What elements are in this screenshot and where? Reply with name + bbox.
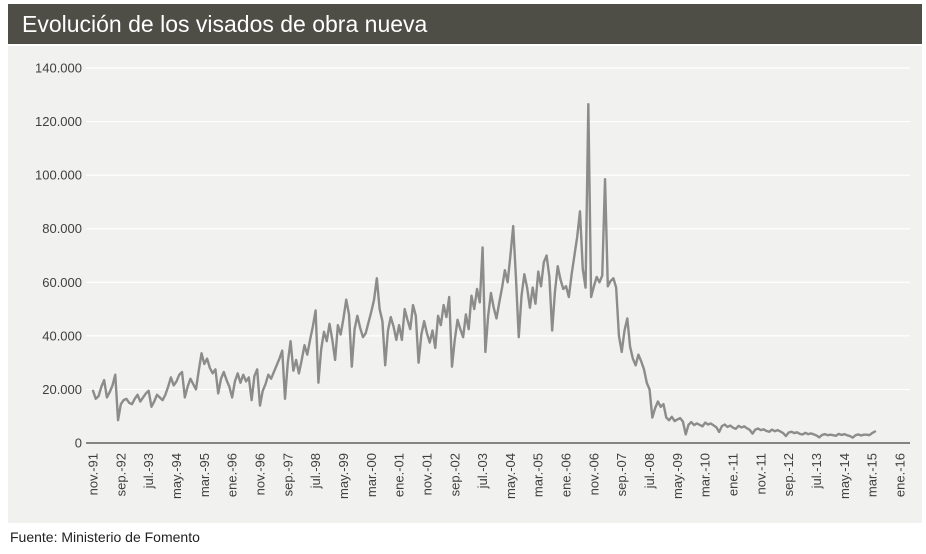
y-axis-tick-label: 100.000 <box>35 168 82 183</box>
x-axis-tick-label: sep.-02 <box>447 453 462 496</box>
x-axis-tick-label: sep.-07 <box>614 453 629 496</box>
y-axis-tick-label: 120.000 <box>35 114 82 129</box>
x-axis-tick-label: may.-99 <box>336 453 351 499</box>
source-note: Fuente: Ministerio de Fomento <box>10 529 200 545</box>
x-axis-tick-label: may.-14 <box>837 453 852 499</box>
x-axis-tick-label: ene.-11 <box>726 453 741 496</box>
x-axis-tick-label: may.-94 <box>169 453 184 499</box>
x-axis-tick-label: ene.-01 <box>392 453 407 497</box>
x-axis-tick-label: nov.-96 <box>252 453 267 495</box>
x-axis-tick-label: jul.-13 <box>809 453 824 489</box>
x-axis-tick-label: nov.-06 <box>586 453 601 495</box>
x-axis-tick-label: may.-09 <box>670 453 685 499</box>
plot-panel: 0 20.000 40.000 60.000 80.000 100.000 120.000 1… <box>8 46 922 523</box>
x-axis-tick-label: nov.-11 <box>753 453 768 494</box>
x-axis-tick-label: sep.-92 <box>113 453 128 496</box>
y-axis-tick-label: 20.000 <box>42 382 82 397</box>
y-axis-tick-label: 80.000 <box>42 221 82 236</box>
x-axis-tick-label: sep.-97 <box>280 453 295 496</box>
x-axis-tick-label: sep.-12 <box>781 453 796 496</box>
x-axis-tick-label: ene.-16 <box>893 453 908 497</box>
chart-title-bar: Evolución de los visados de obra nueva <box>8 4 922 44</box>
x-axis-tick-label: may.-04 <box>503 453 518 499</box>
data-series-line <box>91 102 877 439</box>
x-axis-tick-label: mar.-00 <box>364 453 379 497</box>
x-axis-tick-label: mar.-95 <box>197 453 212 497</box>
x-axis-tick-label: jul.-93 <box>141 453 156 489</box>
x-axis-tick-label: ene.-06 <box>559 453 574 497</box>
x-axis-tick-label: mar.-15 <box>865 453 880 497</box>
x-axis-tick-label: jul.-98 <box>308 453 323 489</box>
y-axis-tick-label: 60.000 <box>42 275 82 290</box>
x-axis-tick-label: mar.-10 <box>698 453 713 497</box>
line-chart: 0 20.000 40.000 60.000 80.000 100.000 120.000 1… <box>35 61 910 499</box>
y-axis-tick-label: 140.000 <box>35 61 82 76</box>
x-axis-tick-label: nov.-91 <box>86 453 101 495</box>
x-axis-tick-label: ene.-96 <box>225 453 240 497</box>
y-axis-tick-label: 0 <box>75 436 82 451</box>
x-axis-tick-label: jul.-03 <box>475 453 490 489</box>
x-axis-tick-label: nov.-01 <box>419 453 434 495</box>
y-axis-tick-label: 40.000 <box>42 328 82 343</box>
x-axis-tick-label: mar.-05 <box>531 453 546 497</box>
x-axis-tick-label: jul.-08 <box>642 453 657 489</box>
chart-title: Evolución de los visados de obra nueva <box>22 11 428 37</box>
